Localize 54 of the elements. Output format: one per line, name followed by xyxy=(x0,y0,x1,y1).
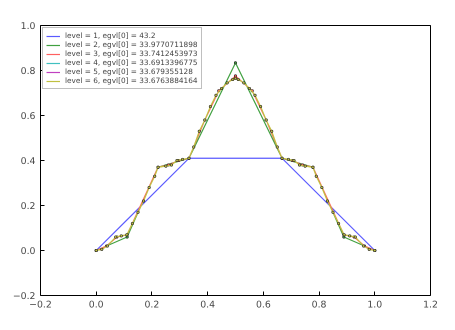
point xyxy=(286,158,290,161)
x-tick-label: 0.4 xyxy=(200,300,216,310)
point xyxy=(337,222,340,226)
point xyxy=(142,199,146,203)
point xyxy=(198,130,201,133)
point xyxy=(214,94,218,97)
point xyxy=(342,235,346,239)
x-tick-label: 1.0 xyxy=(367,300,382,310)
x-tick-label: −0.2 xyxy=(29,300,52,310)
x-tick-label: 1.2 xyxy=(423,300,438,310)
point xyxy=(259,104,262,108)
point xyxy=(314,174,318,178)
point xyxy=(248,86,251,90)
point xyxy=(234,61,238,64)
point xyxy=(276,145,279,149)
point xyxy=(331,210,335,214)
point xyxy=(148,186,151,190)
point xyxy=(120,234,123,238)
point xyxy=(226,81,229,84)
point xyxy=(242,81,246,84)
point xyxy=(153,174,156,178)
point xyxy=(130,222,134,226)
point xyxy=(234,74,238,78)
point xyxy=(136,210,140,214)
x-tick-label: 0.2 xyxy=(144,300,160,310)
x-tick-label: 0.8 xyxy=(312,300,327,310)
point xyxy=(326,199,329,203)
point xyxy=(236,78,240,82)
point xyxy=(304,164,307,168)
point xyxy=(234,76,238,80)
point xyxy=(368,248,371,251)
y-tick-label: 0.4 xyxy=(20,156,36,167)
point xyxy=(320,186,324,190)
point xyxy=(192,145,196,149)
point xyxy=(220,86,224,90)
point xyxy=(348,234,352,238)
y-tick-label: 0.2 xyxy=(20,201,36,212)
y-tick-label: 1.0 xyxy=(20,21,36,32)
y-tick-label: −0.2 xyxy=(12,291,36,302)
point xyxy=(270,130,274,133)
point xyxy=(126,235,129,239)
y-tick-label: 0.6 xyxy=(20,111,36,122)
y-tick-label: 0.8 xyxy=(20,66,36,77)
point xyxy=(253,94,257,97)
point xyxy=(181,158,184,161)
point xyxy=(298,163,302,167)
point xyxy=(208,104,212,108)
point xyxy=(170,163,173,167)
point xyxy=(100,248,104,251)
x-tick-label: 0.0 xyxy=(88,300,104,310)
y-tick-label: 0.0 xyxy=(20,246,36,257)
point xyxy=(231,78,234,82)
x-tick-label: 0.6 xyxy=(256,300,271,310)
point xyxy=(164,164,168,168)
